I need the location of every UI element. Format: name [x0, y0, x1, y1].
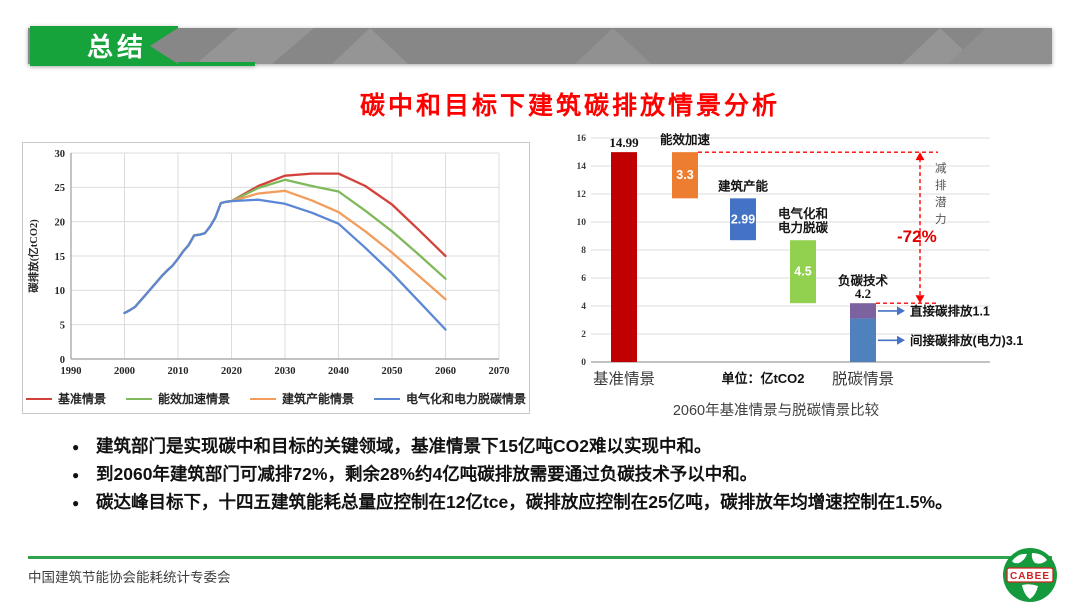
- svg-text:1990: 1990: [61, 366, 82, 377]
- bar-title: 电力脱碳: [778, 220, 829, 235]
- legend-item: 基准情景: [25, 390, 106, 407]
- waterfall-chart-svg: 0 2 4 6 8 10 12 14 16 14.99 基准情景 3.3 能效加速 2.99 建筑产能 4.5…: [577, 132, 1024, 419]
- svg-text:2: 2: [581, 330, 586, 340]
- svg-text:2070: 2070: [489, 366, 510, 377]
- svg-text:25: 25: [55, 183, 66, 194]
- svg-text:15: 15: [55, 252, 66, 263]
- bar-value: 4.5: [794, 265, 811, 279]
- bullet-list: 建筑部门是实现碳中和目标的关键领域，基准情景下15亿吨CO2难以实现中和。 到2…: [72, 432, 1022, 517]
- line-chart-figure: 0 5 10 15 20 25 30 1990 2000 2010 2020 2030 2040 2050…: [22, 142, 530, 414]
- header-banner: 总结: [28, 24, 1052, 68]
- unit-label: 单位：亿tCO2: [721, 371, 804, 386]
- bullet-item: 碳达峰目标下，十四五建筑能耗总量应控制在12亿tce，碳排放应控制在25亿吨，碳…: [72, 488, 1022, 517]
- bar-value: 14.99: [609, 135, 639, 150]
- bar: [672, 152, 698, 199]
- svg-text:0: 0: [60, 355, 65, 366]
- bar-segment: [850, 318, 876, 362]
- svg-text:2060: 2060: [435, 366, 456, 377]
- legend-swatch: [374, 397, 401, 400]
- callout-arrow-icon: [897, 306, 905, 316]
- legend-label: 基准情景: [57, 392, 106, 406]
- reduction-percent: -72%: [897, 227, 937, 246]
- svg-text:12: 12: [577, 190, 587, 200]
- y-axis-label: 碳排放(亿tCO2): [27, 219, 40, 293]
- bar-value: 4.2: [855, 286, 871, 301]
- callout-arrow-icon: [897, 335, 905, 345]
- callout-label: 间接碳排放(电力)3.1: [910, 333, 1023, 348]
- waterfall-chart-figure: 0 2 4 6 8 10 12 14 16 14.99 基准情景 3.3 能效加速 2.99 建筑产能 4.5…: [558, 128, 1080, 428]
- bullet-text: 碳达峰目标下，十四五建筑能耗总量应控制在12亿tce，碳排放应控制在25亿吨，碳…: [96, 492, 953, 512]
- bullet-text: 建筑部门是实现碳中和目标的关键领域，基准情景下15亿吨CO2难以实现中和。: [96, 436, 712, 456]
- logo-text: CABEE: [1010, 571, 1050, 582]
- bar: [790, 240, 816, 304]
- callout-label: 直接碳排放1.1: [910, 303, 990, 318]
- legend-item: 电气化和电力脱碳情景: [374, 390, 526, 407]
- legend-swatch: [125, 397, 152, 400]
- reduction-potential-label: 力: [935, 213, 947, 226]
- bar-title: 能效加速: [660, 132, 711, 147]
- banner-title: 总结: [86, 32, 147, 62]
- svg-text:2020: 2020: [221, 366, 242, 377]
- svg-text:2030: 2030: [275, 366, 296, 377]
- bar-title: 负碳技术: [838, 273, 889, 288]
- cabee-logo: CABEE: [1003, 548, 1057, 602]
- svg-text:10: 10: [577, 218, 587, 228]
- x-axis-label: 基准情景: [593, 370, 655, 388]
- svg-text:30: 30: [55, 149, 66, 160]
- footer-organization: 中国建筑节能协会能耗统计专委会: [28, 570, 231, 585]
- bullet-item: 建筑部门是实现碳中和目标的关键领域，基准情景下15亿吨CO2难以实现中和。: [72, 432, 1022, 461]
- legend-swatch: [25, 397, 52, 400]
- reduction-potential-label: 潜: [935, 195, 947, 209]
- legend-item: 建筑产能情景: [250, 390, 354, 407]
- svg-text:20: 20: [55, 217, 66, 228]
- page-title: 碳中和目标下建筑碳排放情景分析: [359, 93, 780, 120]
- svg-text:14: 14: [577, 162, 587, 172]
- bar-title: 电气化和: [778, 206, 828, 221]
- svg-text:6: 6: [581, 274, 586, 284]
- bar-value: 3.3: [676, 168, 693, 182]
- legend-label: 建筑产能情景: [282, 392, 355, 406]
- svg-text:16: 16: [577, 134, 587, 144]
- svg-text:4: 4: [581, 302, 586, 312]
- legend-swatch: [250, 397, 276, 400]
- svg-text:2040: 2040: [328, 366, 349, 377]
- series-line: [123, 198, 447, 331]
- banner-band: [28, 26, 1052, 66]
- svg-text:5: 5: [60, 320, 65, 331]
- legend-label: 能效加速情景: [157, 392, 230, 406]
- line-chart-svg: 0 5 10 15 20 25 30 1990 2000 2010 2020 2030 2040 2050…: [27, 149, 510, 377]
- legend-item: 能效加速情景: [125, 390, 230, 407]
- bar-value: 2.99: [731, 212, 755, 226]
- svg-text:0: 0: [581, 358, 586, 368]
- reduction-potential-label: 排: [935, 178, 947, 192]
- legend-label: 电气化和电力脱碳情景: [406, 392, 527, 406]
- bullet-item: 到2060年建筑部门可减排72%，剩余28%约4亿吨碳排放需要通过负碳技术予以中…: [72, 460, 1022, 489]
- reduction-potential-label: 减: [935, 162, 947, 175]
- svg-text:2000: 2000: [114, 366, 135, 377]
- chart-caption: 2060年基准情景与脱碳情景比较: [673, 401, 879, 419]
- footer-divider: [28, 556, 1052, 559]
- svg-text:10: 10: [55, 286, 66, 297]
- bar: [611, 152, 637, 362]
- bar: [730, 198, 756, 241]
- svg-text:8: 8: [581, 246, 586, 256]
- bar-segment: [850, 303, 876, 319]
- svg-text:2050: 2050: [382, 366, 403, 377]
- line-chart-legend: 基准情景 能效加速情景 建筑产能情景 电气化和电力脱碳情景: [23, 390, 529, 407]
- bullet-text: 到2060年建筑部门可减排72%，剩余28%约4亿吨碳排放需要通过负碳技术予以中…: [96, 464, 758, 484]
- svg-text:2010: 2010: [168, 366, 189, 377]
- bar-title: 建筑产能: [718, 178, 769, 193]
- x-axis-label: 脱碳情景: [832, 370, 894, 388]
